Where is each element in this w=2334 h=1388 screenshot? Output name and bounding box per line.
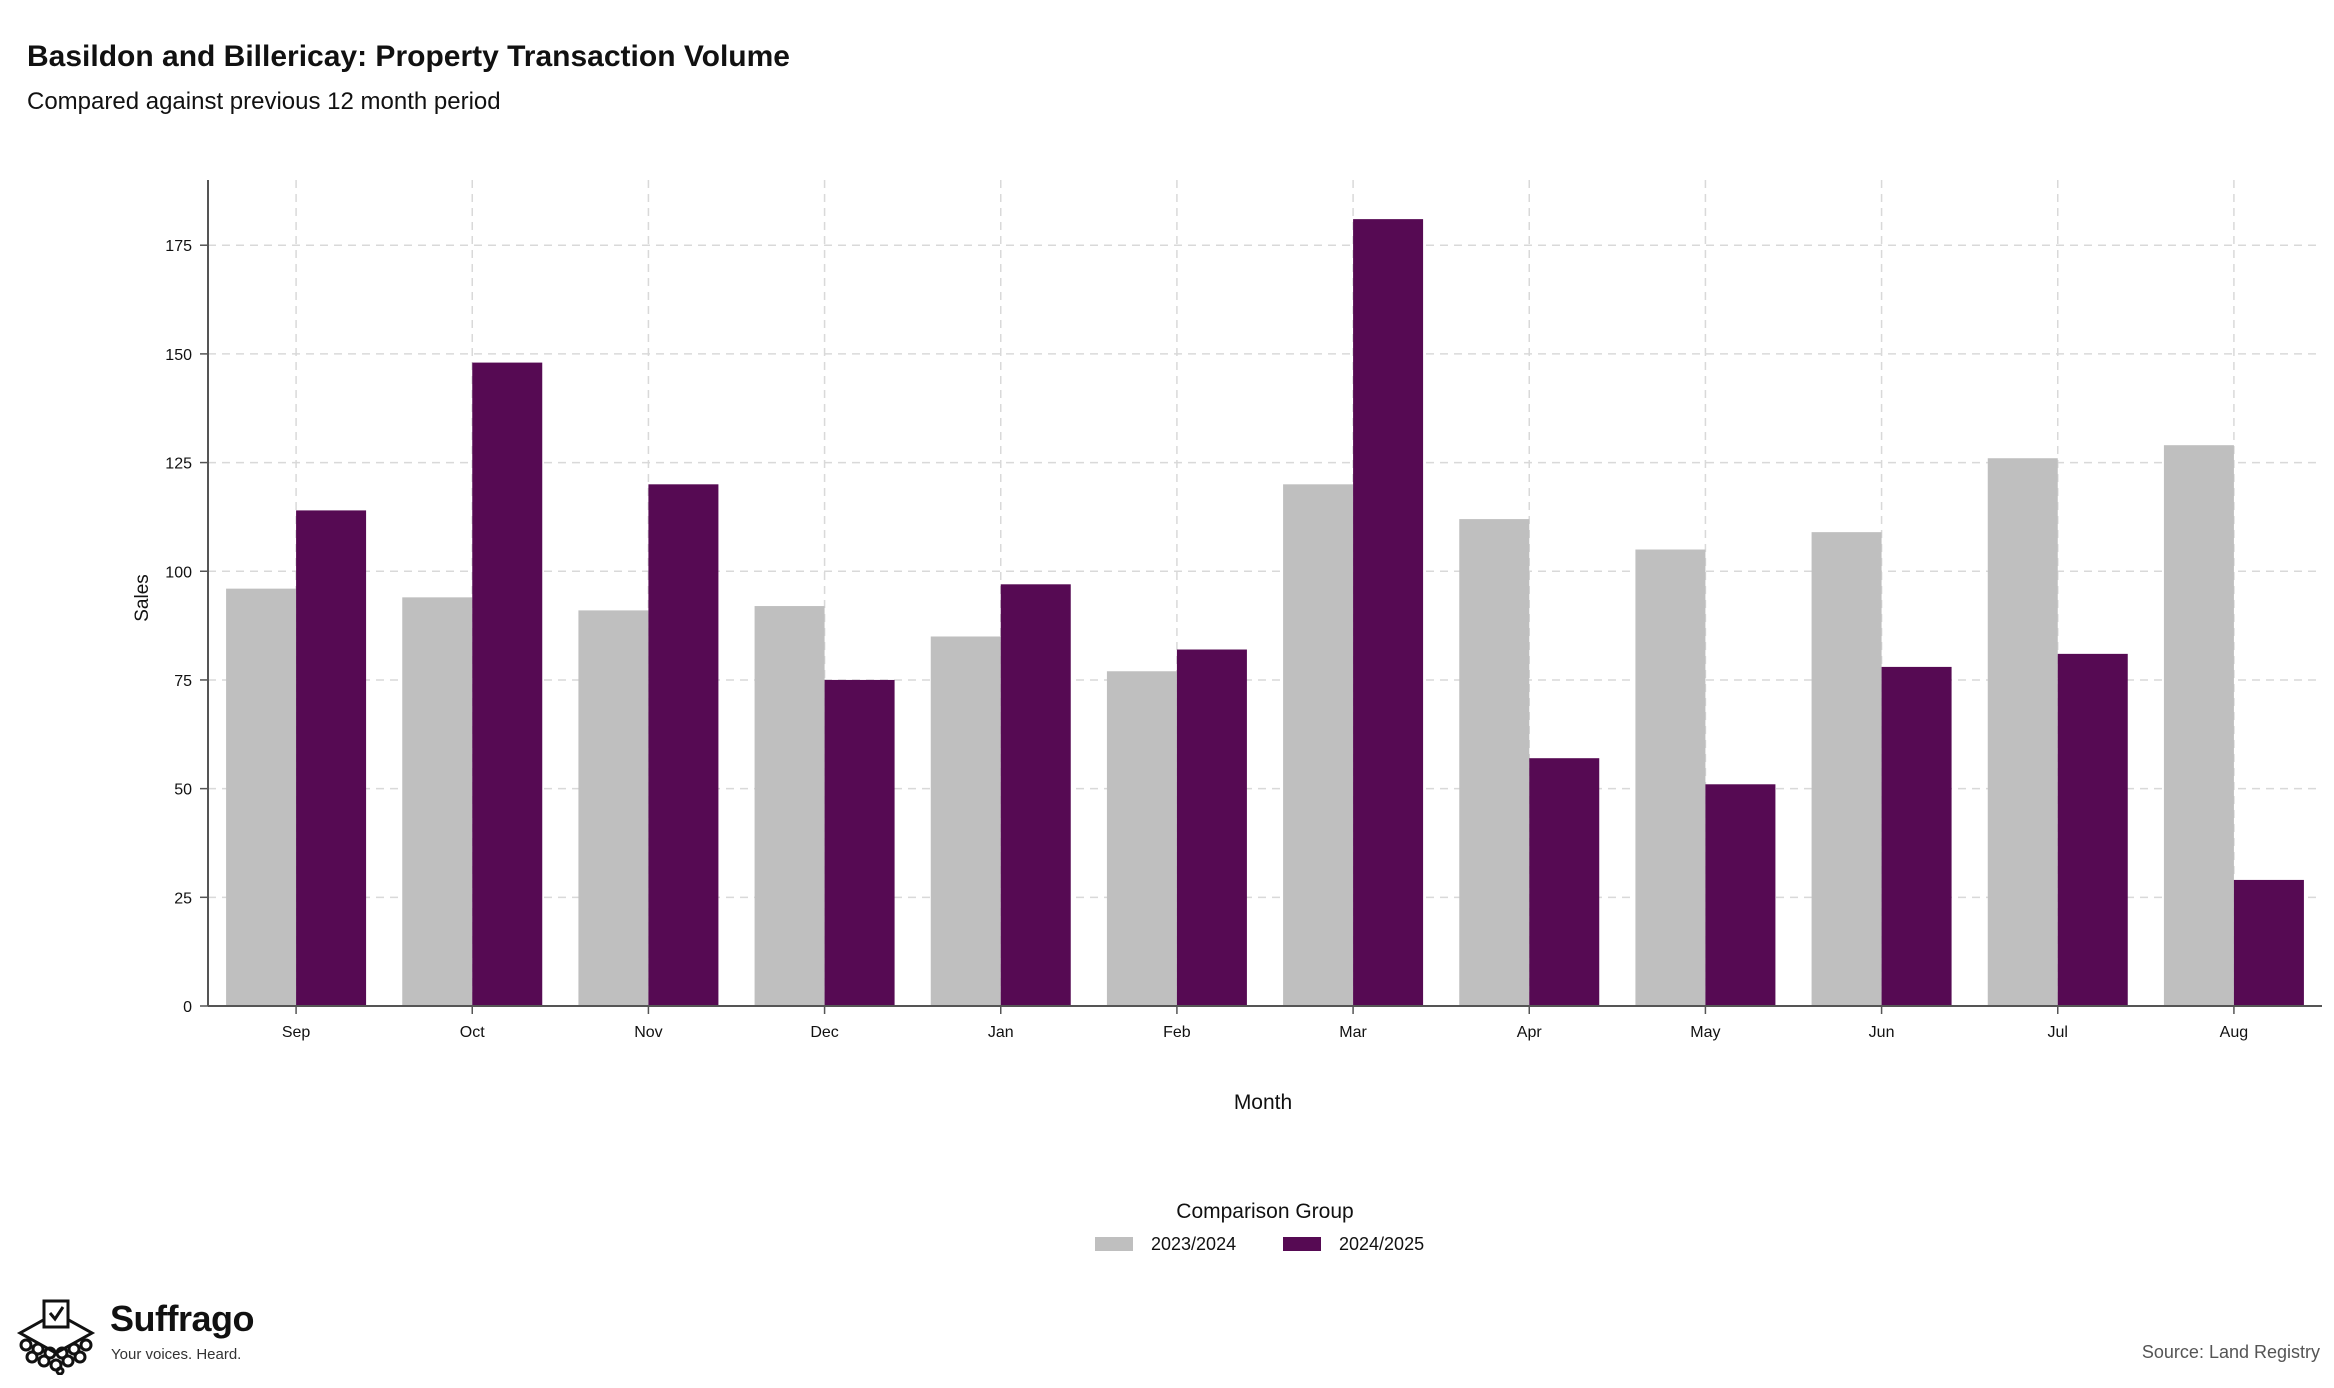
legend-item-2024-2025: 2024/2025 xyxy=(1283,1232,1424,1256)
x-tick-label: Dec xyxy=(810,1024,838,1041)
y-tick-label: 150 xyxy=(165,347,192,364)
axes: 0 25 50 75 100 125 150 175 Sep Oct Nov Dec Jan Feb Mar… xyxy=(165,180,2322,1041)
y-tick-label: 0 xyxy=(183,999,192,1016)
bar-2023-2024-jun xyxy=(1811,532,1882,1006)
bar-2024-2025-jul xyxy=(2057,653,2128,1006)
y-tick-label: 100 xyxy=(165,564,192,581)
chart-subtitle: Compared against previous 12 month perio… xyxy=(27,88,501,115)
legend-label-2023-2024: 2023/2024 xyxy=(1151,1233,1237,1254)
bar-2024-2025-apr xyxy=(1529,758,1600,1006)
y-tick-label: 75 xyxy=(174,673,192,690)
x-tick-label: Oct xyxy=(460,1024,485,1041)
bar-2023-2024-may xyxy=(1635,549,1706,1006)
x-tick-label: Jul xyxy=(2048,1024,2068,1041)
bar-2023-2024-feb xyxy=(1106,671,1177,1006)
y-axis-label: Sales xyxy=(132,574,153,622)
legend-swatch-2024-2025 xyxy=(1283,1237,1321,1251)
bar-2023-2024-mar xyxy=(1283,484,1354,1006)
legend-label-2024-2025: 2024/2025 xyxy=(1339,1233,1425,1254)
x-tick-label: Mar xyxy=(1339,1024,1367,1041)
bar-2024-2025-nov xyxy=(648,484,719,1006)
y-tick-label: 125 xyxy=(165,456,192,473)
bar-2024-2025-oct xyxy=(472,362,543,1006)
bar-2023-2024-sep xyxy=(226,588,297,1006)
bar-2024-2025-jun xyxy=(1881,666,1952,1006)
legend-title: Comparison Group xyxy=(1176,1200,1354,1223)
x-tick-label: Sep xyxy=(282,1024,311,1041)
ballot-box-logo-icon xyxy=(16,1299,96,1375)
x-tick-label: Aug xyxy=(2220,1024,2248,1041)
bar-2023-2024-nov xyxy=(578,610,649,1006)
x-tick-label: Feb xyxy=(1163,1024,1191,1041)
x-axis-label: Month xyxy=(1234,1091,1292,1114)
x-tick-label: Nov xyxy=(634,1024,662,1041)
x-tick-label: May xyxy=(1690,1024,1720,1041)
legend-swatch-2023-2024 xyxy=(1095,1237,1133,1251)
bar-2024-2025-feb xyxy=(1176,649,1247,1006)
bar-2023-2024-dec xyxy=(754,606,825,1006)
bars xyxy=(226,219,2304,1007)
bar-2023-2024-apr xyxy=(1459,519,1530,1006)
bar-2023-2024-aug xyxy=(2163,445,2234,1007)
y-tick-label: 50 xyxy=(174,782,192,799)
bar-2024-2025-sep xyxy=(296,510,367,1006)
bar-2024-2025-dec xyxy=(824,679,895,1006)
brand-name: Suffrago xyxy=(110,1298,255,1339)
brand-tagline: Your voices. Heard. xyxy=(111,1346,242,1363)
source-note: Source: Land Registry xyxy=(2141,1342,2320,1362)
x-tick-label: Jan xyxy=(988,1024,1014,1041)
bar-2024-2025-jan xyxy=(1000,584,1071,1006)
bar-2024-2025-aug xyxy=(2233,879,2304,1006)
bar-2023-2024-oct xyxy=(402,597,473,1006)
bar-chart: 0 25 50 75 100 125 150 175 Sep Oct Nov Dec Jan Feb Mar… xyxy=(132,180,2322,1114)
x-tick-label: Jun xyxy=(1869,1024,1895,1041)
chart-title: Basildon and Billericay: Property Transa… xyxy=(27,40,790,73)
x-tick-label: Apr xyxy=(1517,1024,1543,1041)
y-tick-label: 175 xyxy=(165,238,192,255)
bar-2024-2025-mar xyxy=(1353,219,1424,1006)
bar-2023-2024-jul xyxy=(1987,458,2058,1006)
bar-2023-2024-jan xyxy=(930,636,1001,1006)
bar-2024-2025-may xyxy=(1705,784,1776,1006)
legend-item-2023-2024: 2023/2024 xyxy=(1095,1232,1236,1256)
y-tick-label: 25 xyxy=(174,890,192,907)
